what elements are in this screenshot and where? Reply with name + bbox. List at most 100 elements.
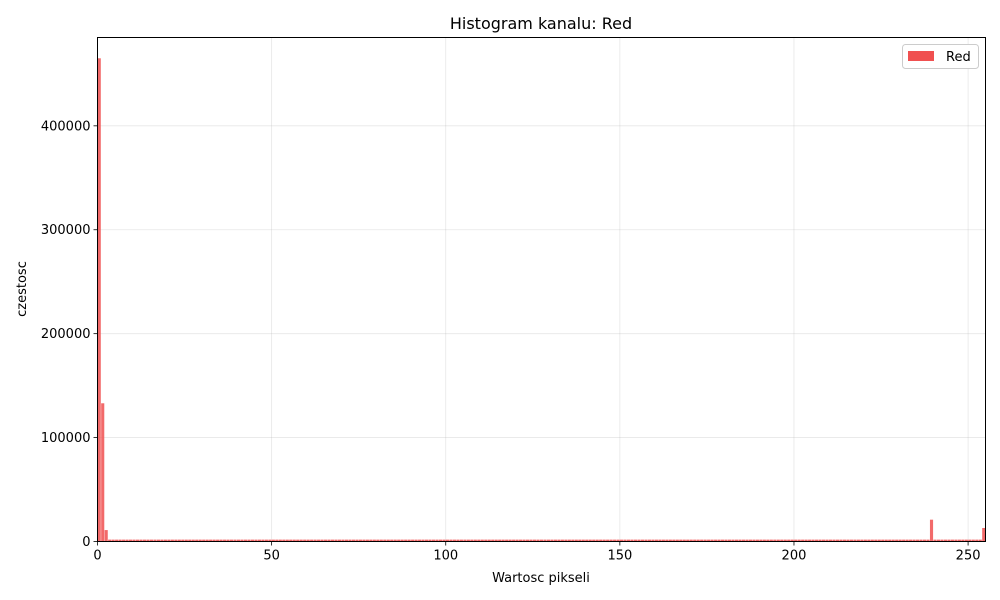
histogram-bar — [874, 539, 878, 542]
histogram-bar — [292, 539, 296, 542]
histogram-bar — [111, 539, 115, 542]
histogram-bar — [637, 539, 641, 542]
x-tick-label: 250 — [956, 549, 981, 564]
histogram-bar — [271, 539, 275, 542]
histogram-bar — [661, 539, 665, 542]
histogram-bar — [146, 539, 150, 542]
legend-swatch — [908, 51, 934, 61]
histogram-bar — [689, 539, 693, 542]
histogram-bar — [526, 539, 530, 542]
histogram-bar — [822, 539, 826, 542]
histogram-bar — [139, 539, 143, 542]
histogram-bar — [543, 539, 547, 542]
histogram-bar — [317, 539, 321, 542]
x-tick-label: 50 — [263, 549, 280, 564]
histogram-bar — [129, 539, 133, 542]
histogram-bar — [522, 539, 526, 542]
histogram-bar — [397, 539, 401, 542]
histogram-bar — [355, 539, 359, 542]
histogram-bar — [613, 539, 617, 542]
histogram-bar — [658, 539, 662, 542]
histogram-bar — [828, 539, 833, 542]
histogram-bar — [414, 539, 418, 542]
histogram-bar — [491, 539, 495, 542]
histogram-bar — [236, 539, 241, 542]
histogram-bar — [773, 539, 777, 542]
histogram-bar — [400, 539, 404, 542]
histogram-bar — [957, 539, 961, 542]
histogram-bar — [940, 539, 944, 542]
histogram-bar — [97, 58, 101, 542]
histogram-bar — [494, 539, 498, 542]
histogram-bar — [334, 539, 338, 542]
histogram-bar — [633, 539, 638, 542]
histogram-bar — [254, 539, 258, 542]
histogram-bar — [839, 539, 843, 542]
histogram-bar — [933, 539, 937, 542]
histogram-bar — [668, 539, 672, 542]
histogram-bar — [721, 539, 725, 542]
histogram-bar — [856, 539, 860, 542]
y-tick-label: 300000 — [41, 223, 91, 238]
histogram-bar — [445, 539, 450, 542]
histogram-bar — [411, 539, 415, 542]
histogram-bar — [512, 539, 516, 542]
histogram-bar — [769, 539, 773, 542]
histogram-bar — [264, 539, 268, 542]
histogram-bar — [243, 539, 248, 542]
histogram-bar — [877, 539, 881, 542]
histogram-bar — [191, 539, 195, 542]
histogram-bar — [435, 539, 439, 542]
histogram-bar — [863, 539, 867, 542]
histogram-bar — [442, 539, 446, 542]
histogram-bar — [560, 539, 564, 542]
histogram-bar — [602, 539, 606, 542]
histogram-bar — [463, 539, 467, 542]
histogram-bar — [943, 539, 948, 542]
histogram-bar — [686, 539, 690, 542]
histogram-bar — [574, 539, 578, 542]
histogram-bar — [386, 539, 390, 542]
histogram-bar — [553, 539, 557, 542]
histogram-bar — [842, 539, 847, 542]
histogram-bar — [557, 539, 561, 542]
histogram-bar — [585, 539, 589, 542]
histogram-bar — [299, 539, 303, 542]
histogram-bar — [731, 539, 735, 542]
histogram-bar — [644, 539, 648, 542]
histogram-bar — [870, 539, 874, 542]
histogram-bar — [452, 539, 456, 542]
histogram-bar — [529, 539, 533, 542]
histogram-bar — [571, 539, 575, 542]
y-tick-label: 200000 — [41, 327, 91, 342]
histogram-bar — [142, 539, 147, 542]
histogram-bar — [101, 403, 105, 542]
y-tick-label: 0 — [82, 535, 90, 550]
histogram-bar — [104, 530, 108, 542]
histogram-bar — [759, 539, 763, 542]
histogram-bar — [539, 539, 544, 542]
histogram-bar — [954, 539, 958, 542]
histogram-bar — [797, 539, 801, 542]
histogram-bar — [672, 539, 676, 542]
histogram-bar — [703, 539, 707, 542]
histogram-bar — [428, 539, 432, 542]
histogram-bar — [466, 539, 470, 542]
histogram-bar — [964, 539, 968, 542]
histogram-bar — [546, 539, 551, 542]
histogram-bar — [383, 539, 387, 542]
histogram-bar — [623, 539, 627, 542]
histogram-bar — [184, 539, 188, 542]
histogram-bar — [727, 539, 732, 542]
histogram-bar — [135, 539, 140, 542]
x-tick-label: 200 — [782, 549, 807, 564]
histogram-bar — [783, 539, 787, 542]
histogram-bar — [167, 539, 171, 542]
histogram-bar — [909, 539, 913, 542]
histogram-bar — [825, 539, 829, 542]
histogram-bar — [693, 539, 697, 542]
histogram-bar — [790, 539, 794, 542]
histogram-bar — [108, 539, 112, 542]
histogram-bar — [762, 539, 766, 542]
histogram-bar — [849, 539, 853, 542]
